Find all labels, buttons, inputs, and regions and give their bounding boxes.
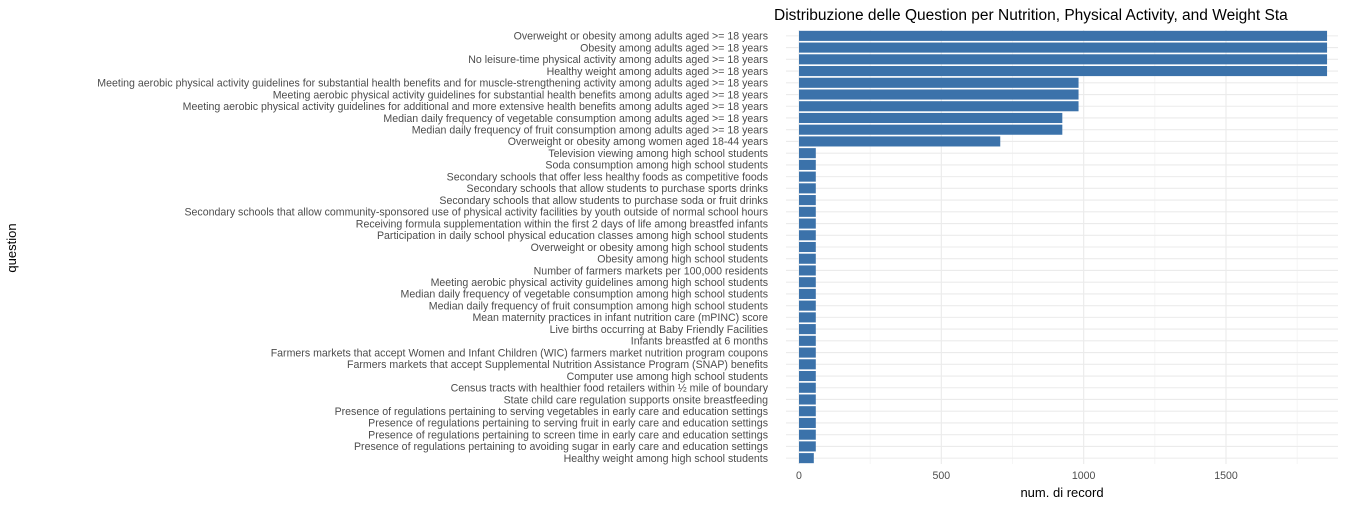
- category-label: Secondary schools that allow students to…: [439, 195, 768, 207]
- category-label: Farmers markets that accept Supplemental…: [347, 359, 768, 371]
- category-label: Presence of regulations pertaining to sc…: [368, 429, 768, 441]
- bar: [799, 54, 1328, 65]
- category-label: Median daily frequency of fruit consumpt…: [429, 300, 768, 312]
- category-label: Meeting aerobic physical activity guidel…: [431, 277, 768, 289]
- category-label: Presence of regulations pertaining to av…: [354, 441, 768, 453]
- category-label: Meeting aerobic physical activity guidel…: [183, 101, 768, 113]
- bar: [799, 136, 1001, 147]
- bar: [799, 288, 816, 299]
- category-label: Receiving formula supplementation within…: [356, 218, 768, 230]
- category-label: Overweight or obesity among adults aged …: [514, 31, 768, 43]
- bar: [799, 42, 1328, 53]
- bars: [799, 30, 1328, 464]
- category-label: Participation in daily school physical e…: [377, 230, 768, 242]
- bar: [799, 218, 816, 229]
- bar: [799, 230, 816, 241]
- category-label: Infants breastfed at 6 months: [631, 336, 768, 348]
- bar: [799, 183, 816, 194]
- bar: [799, 77, 1079, 88]
- category-labels: Overweight or obesity among adults aged …: [97, 31, 768, 465]
- bar: [799, 66, 1328, 77]
- category-label: Secondary schools that allow students to…: [467, 183, 769, 195]
- x-tick-label: 500: [932, 470, 950, 482]
- category-label: Overweight or obesity among women aged 1…: [508, 136, 768, 148]
- bar: [799, 382, 816, 393]
- bar: [799, 171, 816, 182]
- category-label: Live births occurring at Baby Friendly F…: [550, 324, 768, 336]
- bar: [799, 324, 816, 335]
- bar: [799, 277, 816, 288]
- bar: [799, 159, 816, 170]
- x-axis-title: num. di record: [1020, 485, 1103, 500]
- category-label: Median daily frequency of fruit consumpt…: [412, 125, 768, 137]
- category-label: Television viewing among high school stu…: [548, 148, 768, 160]
- bar: [799, 148, 816, 159]
- bar: [799, 300, 816, 311]
- category-label: Median daily frequency of vegetable cons…: [383, 113, 768, 125]
- category-label: Secondary schools that offer less health…: [447, 171, 768, 183]
- bar: [799, 429, 816, 440]
- bar: [799, 112, 1063, 124]
- bar: [799, 241, 816, 253]
- category-label: Presence of regulations pertaining to se…: [368, 418, 768, 430]
- x-tick-label: 0: [796, 470, 802, 482]
- category-label: Overweight or obesity among high school …: [531, 242, 768, 254]
- category-label: Healthy weight among adults aged >= 18 y…: [547, 66, 768, 78]
- y-axis-title: question: [4, 223, 19, 272]
- category-label: Meeting aerobic physical activity guidel…: [97, 78, 768, 90]
- category-label: Number of farmers markets per 100,000 re…: [534, 265, 768, 277]
- bar: [799, 406, 816, 417]
- x-tick-labels: 0 500 1000 1500: [796, 470, 1238, 482]
- category-label: Obesity among adults aged >= 18 years: [580, 42, 768, 54]
- category-label: Computer use among high school students: [567, 371, 768, 383]
- category-label: Secondary schools that allow community-s…: [184, 207, 768, 219]
- bar: [799, 312, 816, 323]
- bar: [799, 195, 816, 206]
- bar: [799, 370, 816, 382]
- chart-title: Distribuzione delle Question per Nutriti…: [774, 7, 1288, 24]
- bar: [799, 89, 1079, 100]
- category-label: Mean maternity practices in infant nutri…: [472, 312, 768, 324]
- category-label: No leisure-time physical activity among …: [468, 54, 768, 66]
- bar: [799, 417, 816, 428]
- category-label: State child care regulation supports ons…: [504, 394, 769, 406]
- bar: [799, 206, 816, 217]
- bar: [799, 101, 1079, 112]
- bar: [799, 441, 816, 452]
- bar: [799, 453, 814, 464]
- category-label: Farmers markets that accept Women and In…: [271, 347, 768, 359]
- category-label: Healthy weight among high school student…: [564, 453, 768, 465]
- category-label: Soda consumption among high school stude…: [545, 160, 768, 172]
- bar: [799, 124, 1063, 135]
- category-label: Census tracts with healthier food retail…: [451, 383, 769, 395]
- category-label: Meeting aerobic physical activity guidel…: [273, 89, 768, 101]
- bar: [799, 30, 1328, 41]
- bar: [799, 253, 816, 264]
- category-label: Median daily frequency of vegetable cons…: [401, 289, 768, 301]
- x-tick-label: 1500: [1214, 470, 1238, 482]
- category-label: Obesity among high school students: [597, 254, 768, 266]
- bar: [799, 347, 816, 358]
- bar: [799, 335, 816, 346]
- bar: [799, 394, 816, 405]
- bar: [799, 265, 816, 276]
- category-label: Presence of regulations pertaining to se…: [335, 406, 768, 418]
- bar: [799, 359, 816, 370]
- x-tick-label: 1000: [1072, 470, 1096, 482]
